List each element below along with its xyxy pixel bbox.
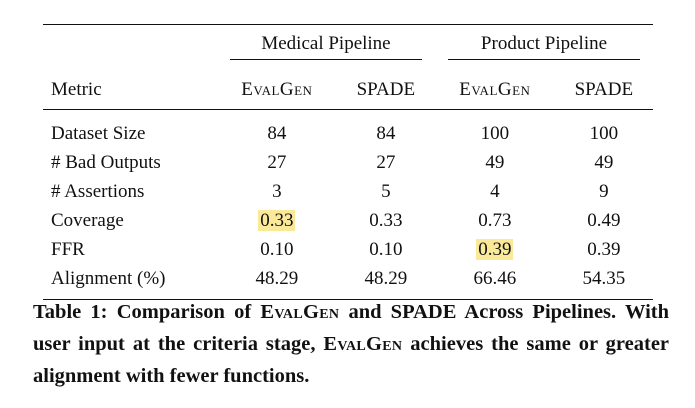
group-underline-product (448, 59, 640, 60)
row-label: Alignment (%) (51, 268, 166, 289)
table-cell: 27 (376, 152, 396, 173)
group-underline-medical (230, 59, 422, 60)
table-row-bad-outputs: # Bad Outputs 27 27 49 49 (43, 148, 653, 177)
highlighted-value: 0.33 (258, 210, 296, 231)
table-row-ffr: FFR 0.10 0.10 0.39 0.39 (43, 235, 653, 264)
column-header-evalgen-product: EvalGen (459, 78, 531, 100)
table-cell: 0.33 (369, 210, 403, 231)
table-caption: Table 1: Comparison of EvalGen and SPADE… (33, 301, 670, 387)
table-row-coverage: Coverage 0.33 0.33 0.73 0.49 (43, 206, 653, 235)
column-header-spade-medical: SPADE (356, 78, 416, 100)
table-cell: 49 (485, 152, 505, 173)
comparison-table: Medical Pipeline Product Pipeline Metric… (43, 24, 653, 300)
row-label: # Bad Outputs (51, 152, 161, 173)
table-cell-best: 3 (272, 181, 282, 202)
caption-evalgen: EvalGen (260, 301, 340, 323)
table-row-dataset-size: Dataset Size 84 84 100 100 (43, 110, 653, 149)
table-cell: 100 (480, 123, 510, 144)
table-cell: 9 (599, 181, 609, 202)
row-label: Coverage (51, 210, 124, 231)
table-cell: 84 (267, 123, 287, 144)
table-cell: 48.29 (255, 268, 299, 289)
table-cell-best: 0.73 (478, 210, 512, 231)
table-cell: 0.39 (587, 239, 621, 260)
metric-header: Metric (51, 78, 102, 100)
table-cell: 0.10 (260, 239, 294, 260)
table-cell: 0.39 (435, 235, 555, 264)
table-cell: 54.35 (582, 268, 626, 289)
table-cell: 100 (589, 123, 619, 144)
group-header-medical: Medical Pipeline (217, 25, 435, 70)
table-row-alignment: Alignment (%) 48.29 48.29 66.46 54.35 (43, 264, 653, 300)
column-header-spade-product: SPADE (574, 78, 634, 100)
table-cell: 48.29 (364, 268, 408, 289)
row-label: FFR (51, 239, 85, 260)
table-column-header-row: Metric EvalGen SPADE EvalGen SPADE (43, 69, 653, 110)
table-group-header-row: Medical Pipeline Product Pipeline (43, 24, 653, 70)
row-label: # Assertions (51, 181, 145, 202)
table-row-assertions: # Assertions 3 5 4 9 (43, 177, 653, 206)
table-cell-best: 66.46 (473, 268, 517, 289)
table-cell-best: 4 (490, 181, 500, 202)
table-cell: 84 (376, 123, 396, 144)
column-header-evalgen-medical: EvalGen (241, 78, 313, 100)
table-cell: 0.49 (587, 210, 621, 231)
table-cell: 49 (594, 152, 614, 173)
group-header-product: Product Pipeline (435, 25, 653, 70)
row-label: Dataset Size (51, 123, 146, 144)
caption-evalgen: EvalGen (323, 333, 403, 355)
caption-label: Table 1: (33, 301, 108, 323)
table-cell: 0.33 (217, 206, 337, 235)
table-cell: 5 (381, 181, 391, 202)
highlighted-value: 0.39 (476, 239, 514, 260)
table-cell: 27 (267, 152, 287, 173)
table-cell: 0.10 (369, 239, 403, 260)
